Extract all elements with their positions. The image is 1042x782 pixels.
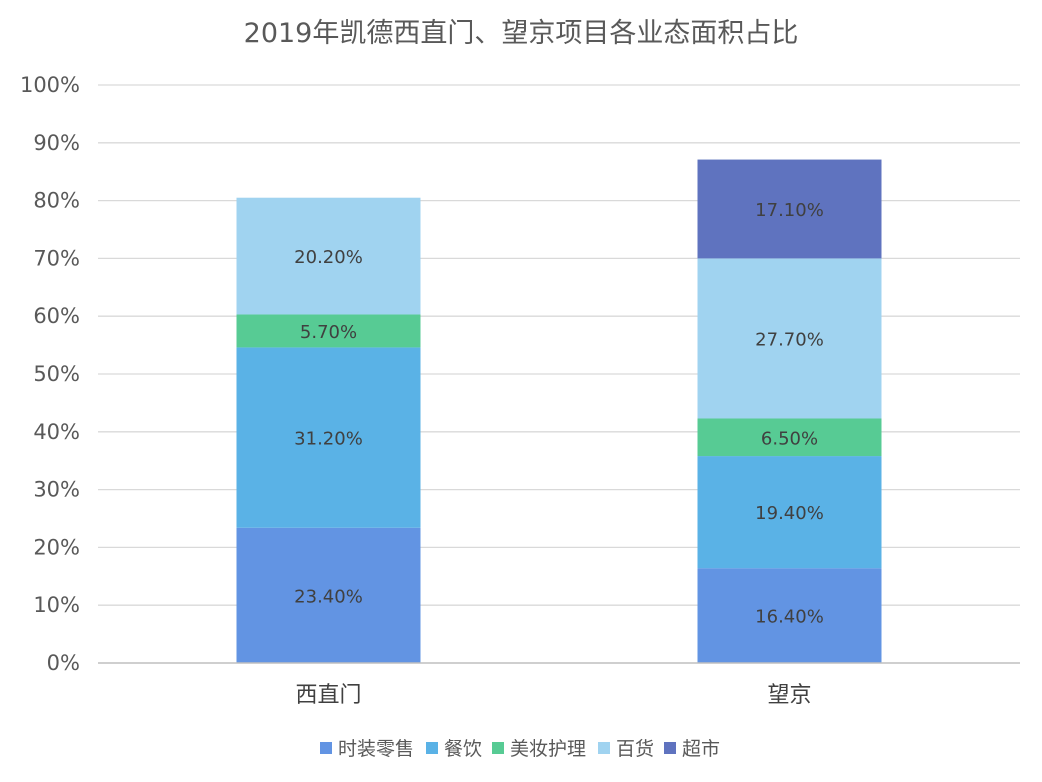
data-label: 23.40% [294, 586, 363, 607]
legend-swatch [426, 742, 438, 754]
bar-segment [697, 456, 882, 569]
y-tick-label: 80% [33, 189, 80, 213]
y-tick-label: 30% [33, 478, 80, 502]
data-label: 6.50% [761, 428, 818, 449]
legend-item: 美妆护理 [492, 738, 586, 760]
y-tick-label: 90% [33, 131, 80, 155]
legend-swatch [598, 742, 610, 754]
data-label: 31.20% [294, 429, 363, 450]
bar-segment [236, 314, 421, 348]
data-label: 16.40% [755, 607, 824, 628]
y-tick-label: 50% [33, 362, 80, 386]
legend-swatch [664, 742, 676, 754]
x-tick-label: 望京 [767, 683, 811, 708]
legend-label: 时装零售 [338, 738, 414, 760]
legend-item: 百货 [598, 738, 654, 760]
legend-label: 百货 [616, 738, 654, 760]
legend-label: 超市 [682, 738, 720, 760]
y-tick-label: 40% [33, 420, 80, 444]
y-tick-label: 20% [33, 535, 80, 559]
bar-segment [697, 258, 882, 419]
legend: 时装零售 餐饮 美妆护理 百货 超市 [320, 738, 720, 760]
legend-label: 美妆护理 [510, 738, 586, 760]
legend-item: 时装零售 [320, 738, 414, 760]
y-tick-label: 100% [20, 73, 80, 97]
data-label: 20.20% [294, 247, 363, 268]
bar-segment [236, 527, 421, 663]
y-tick-label: 10% [33, 593, 80, 617]
data-label: 17.10% [755, 200, 824, 221]
legend-label: 餐饮 [444, 738, 482, 760]
y-tick-label: 70% [33, 246, 80, 270]
y-tick-label: 60% [33, 304, 80, 328]
bar-segment [236, 347, 421, 528]
bar-segment [236, 197, 421, 315]
y-tick-label: 0% [47, 651, 80, 675]
y-axis-ticks: 0% 10% 20% 30% 40% 50% 60% 70% 80% 90% 100% [20, 73, 80, 675]
data-label: 19.40% [755, 503, 824, 524]
legend-swatch [320, 742, 332, 754]
legend-item: 餐饮 [426, 738, 482, 760]
data-label: 5.70% [300, 322, 357, 343]
bar-segment [697, 418, 882, 457]
gridlines [98, 84, 1020, 606]
x-tick-label: 西直门 [295, 683, 361, 708]
legend-item: 超市 [664, 738, 720, 760]
data-label: 27.70% [755, 329, 824, 350]
x-axis-ticks: 西直门 望京 [295, 683, 811, 708]
data-labels: 23.40% 31.20% 5.70% 20.20% 16.40% 19.40% 6.50%… [294, 200, 824, 628]
chart-title: 2019年凯德西直门、望京项目各业态面积占比 [244, 18, 799, 49]
legend-swatch [492, 742, 504, 754]
bar-segment [697, 568, 882, 663]
bars [236, 159, 882, 663]
bar-segment [697, 159, 882, 259]
